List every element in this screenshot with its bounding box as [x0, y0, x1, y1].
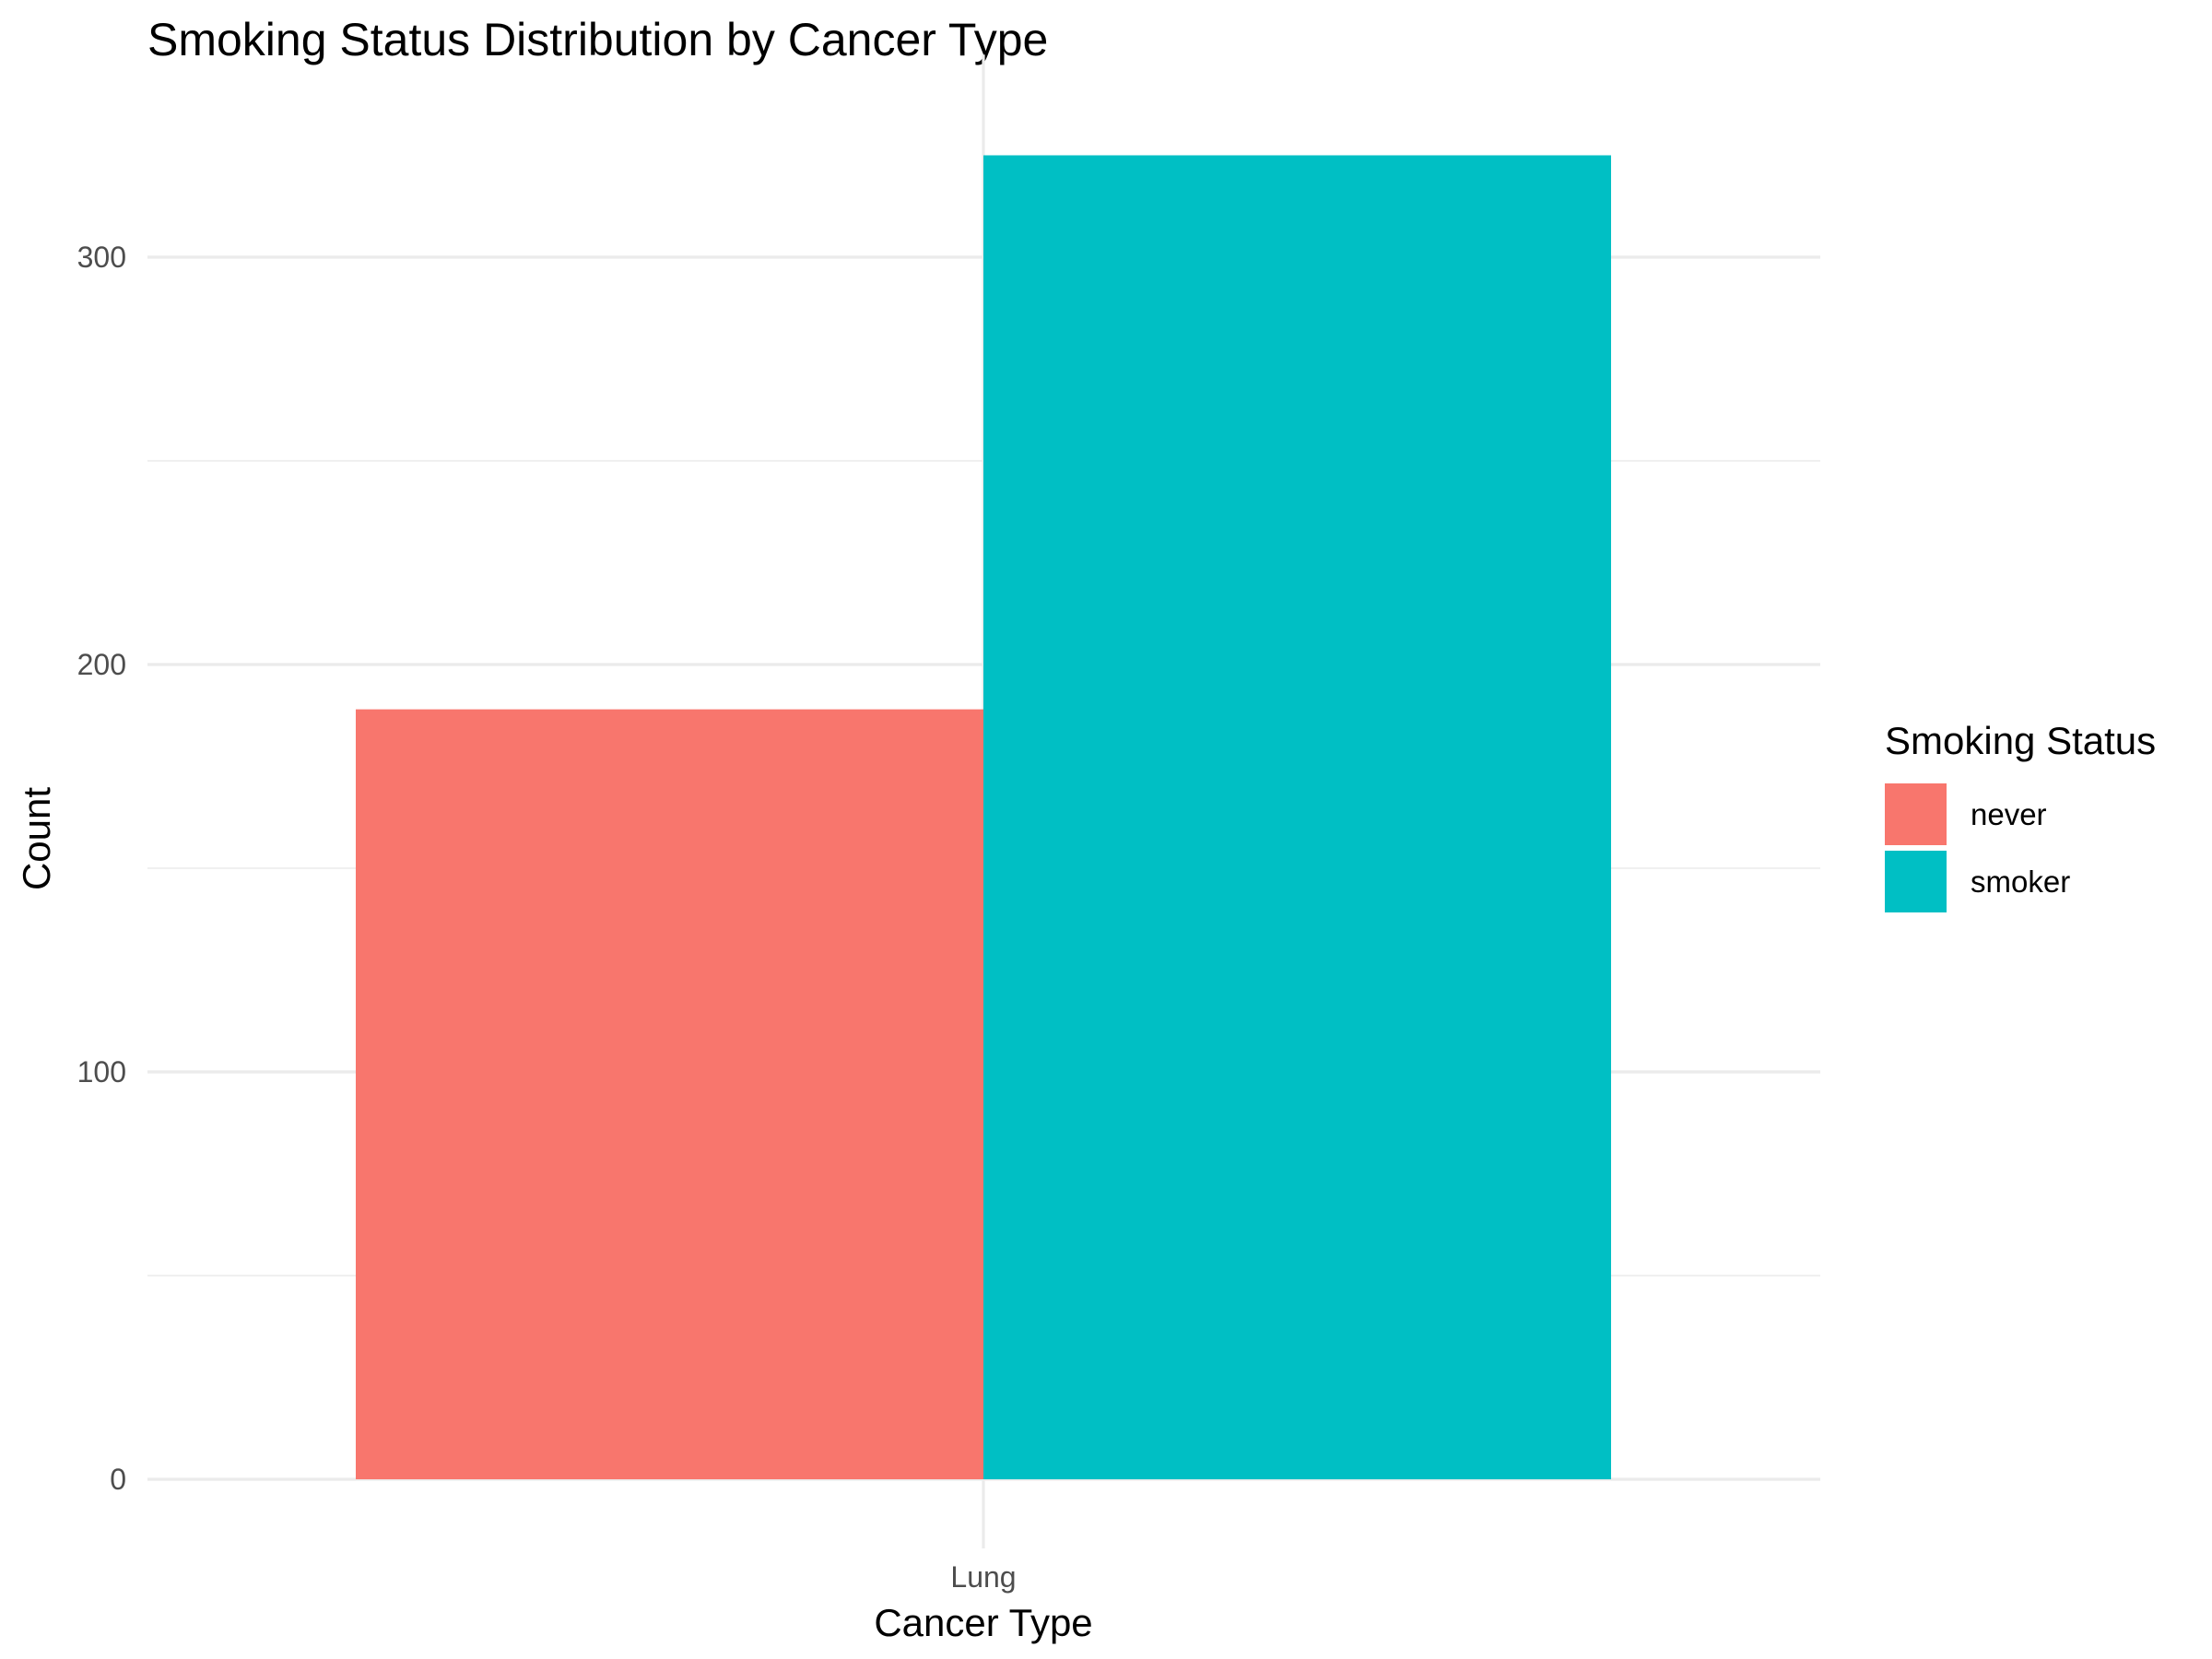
y-tick-label: 300 [77, 241, 126, 274]
legend: Smoking Status never smoker [1885, 719, 2156, 912]
y-tick-label: 100 [77, 1055, 126, 1088]
legend-key-smoker [1885, 851, 1947, 912]
x-axis-title: Cancer Type [874, 1601, 1092, 1644]
x-axis-ticks: Lung [950, 1560, 1016, 1594]
bars [356, 156, 1611, 1480]
bar-smoker-lung [983, 156, 1611, 1480]
legend-label-never: never [1971, 797, 2047, 831]
y-axis-ticks: 0 100 200 300 [77, 241, 126, 1496]
y-axis-title: Count [15, 787, 58, 890]
x-tick-label: Lung [950, 1560, 1016, 1594]
y-tick-label: 0 [110, 1463, 126, 1496]
bar-never-lung [356, 710, 983, 1479]
legend-key-never [1885, 783, 1947, 845]
legend-title: Smoking Status [1885, 719, 2156, 762]
y-tick-label: 200 [77, 648, 126, 681]
legend-label-smoker: smoker [1971, 865, 2070, 899]
chart-title: Smoking Status Distribution by Cancer Ty… [147, 14, 1048, 65]
